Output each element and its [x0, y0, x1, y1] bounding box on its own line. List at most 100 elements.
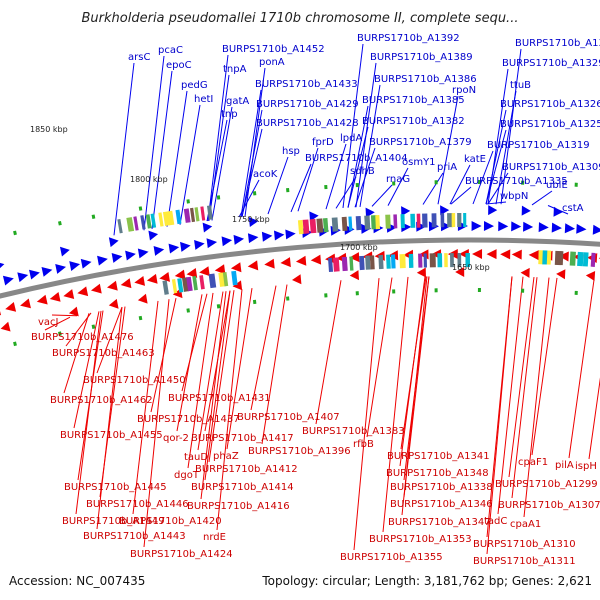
reverse-gene-label: BURPS1710b_A1355: [340, 552, 443, 563]
reverse-leader-line: [226, 288, 253, 450]
feature-block: [331, 217, 339, 232]
feature-block: [355, 215, 362, 231]
feature-block: [175, 209, 182, 225]
reverse-gene: [77, 286, 89, 297]
reverse-leader-line: [143, 299, 170, 548]
forward-gene: [194, 239, 205, 250]
reverse-gene-label: BURPS1710b_A1310: [473, 539, 576, 550]
forward-gene-label: BURPS1710b_A1452: [222, 44, 325, 55]
feature-block: [582, 252, 589, 267]
feature-block: [465, 252, 470, 268]
forward-gene-label: rpoN: [452, 85, 476, 96]
gc-tick: [477, 288, 481, 293]
forward-gene: [0, 277, 1, 289]
reverse-leader-line: [96, 306, 123, 374]
forward-gene: [576, 223, 587, 234]
reverse-gene-label: cpaF1: [518, 457, 548, 468]
feature-block: [390, 254, 396, 269]
kbp-label: 1700 kbp: [340, 243, 378, 252]
reverse-gene: [472, 249, 483, 260]
forward-gene: [511, 221, 522, 232]
forward-gene-label: BURPS1710b_A1382: [362, 116, 465, 127]
reverse-gene: [0, 305, 2, 316]
reverse-leader-line: [508, 276, 535, 478]
feature-block: [378, 254, 384, 270]
forward-gene: [285, 229, 296, 240]
reverse-gene-label: BURPS1710b_A1412: [195, 464, 298, 475]
gc-tick: [216, 195, 221, 200]
feature-block: [140, 215, 146, 230]
forward-leader-line: [531, 190, 553, 206]
reverse-gene: [247, 260, 259, 271]
reverse-gene: [232, 280, 243, 291]
feature-blocks: [117, 205, 596, 295]
feature-block: [416, 213, 421, 228]
reverse-gene: [310, 254, 322, 265]
forward-leader-line: [422, 172, 444, 205]
gc-tick: [392, 181, 396, 186]
reverse-leader-line: [51, 314, 78, 317]
forward-gene-label: BURPS1710b_A1433: [255, 79, 358, 90]
reverse-gene-label: BURPS1710b_A1347: [388, 517, 491, 528]
reverse-leader-line: [523, 277, 550, 518]
feature-block: [444, 253, 448, 268]
feature-block: [422, 213, 428, 228]
feature-block: [316, 218, 324, 233]
forward-gene: [553, 206, 563, 217]
forward-gene: [97, 255, 108, 266]
leader-lines: [44, 43, 600, 555]
reverse-leader-line: [44, 316, 71, 331]
forward-gene-label: ubiE: [546, 180, 568, 191]
reverse-gene-label: dgoT: [174, 470, 200, 481]
feature-block: [554, 250, 562, 266]
reverse-gene-label: BURPS1710b_A1455: [60, 430, 163, 441]
gc-tick: [138, 315, 143, 321]
forward-gene-label: tnpA: [223, 64, 247, 75]
reverse-gene: [120, 278, 132, 289]
kbp-label: 1650 kbp: [452, 263, 490, 272]
reverse-gene: [199, 266, 210, 277]
feature-block: [431, 213, 437, 228]
forward-gene-label: BURPS1710b_A1386: [374, 74, 477, 85]
forward-gene: [180, 241, 191, 252]
reverse-gene: [137, 293, 148, 304]
feature-block: [309, 218, 317, 234]
gc-tick: [91, 214, 96, 219]
feature-block: [302, 219, 310, 234]
feature-block: [208, 273, 217, 289]
forward-gene-label: BURPS1710b_A1309: [502, 162, 600, 173]
feature-block: [158, 212, 164, 227]
forward-gene-label: priA: [437, 162, 457, 173]
reverse-gene: [36, 294, 48, 305]
reverse-gene-label: BURPS1710b_A1424: [130, 549, 233, 560]
forward-gene-label: pcaC: [158, 45, 183, 56]
reverse-leader-line: [197, 291, 224, 451]
feature-block: [348, 216, 353, 231]
forward-leader-line: [472, 150, 494, 205]
forward-gene-label: BURPS1710b_A1389: [370, 52, 473, 63]
gc-tick: [434, 180, 438, 185]
reverse-gene: [556, 269, 566, 280]
feature-block: [194, 207, 200, 222]
reverse-leader-line: [588, 377, 600, 460]
reverse-gene: [585, 270, 596, 281]
reverse-gene: [292, 274, 302, 285]
forward-leader-line: [485, 129, 507, 205]
feature-block: [162, 280, 169, 295]
forward-gene: [108, 237, 119, 248]
reverse-leader-line: [486, 276, 513, 555]
reverse-gene-label: cpaA1: [510, 519, 541, 530]
forward-leader-line: [241, 109, 263, 217]
reverse-leader-line: [181, 293, 208, 392]
reverse-leader-line: [399, 276, 426, 467]
forward-gene: [551, 222, 562, 233]
feature-block: [199, 275, 205, 290]
forward-gene-label: acoK: [253, 169, 278, 180]
reverse-gene-label: BURPS1710b_A1299: [495, 479, 598, 490]
forward-gene: [206, 238, 218, 249]
forward-leader-line: [325, 143, 347, 210]
reverse-gene-label: BURPS1710b_A1338: [390, 482, 493, 493]
feature-block: [408, 253, 414, 268]
forward-gene: [233, 234, 245, 245]
reverse-gene-label: BURPS1710b_A1449: [62, 516, 165, 527]
